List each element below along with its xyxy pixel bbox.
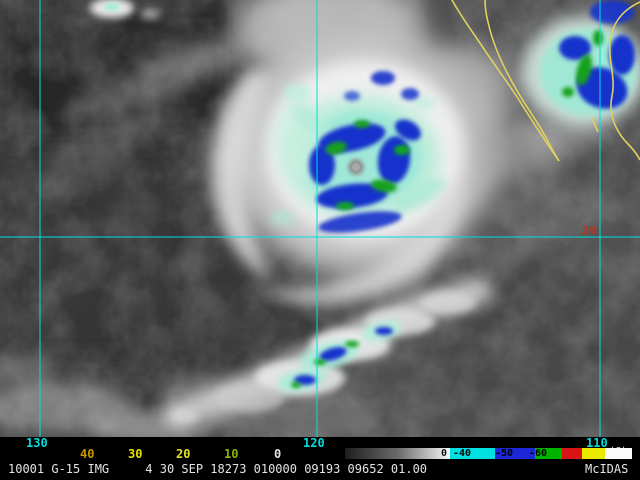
satellite-image-canvas [0, 0, 640, 437]
hurricane-eye [348, 159, 364, 175]
image-info-text: 10001 G-15 IMG 4 30 SEP 18273 010000 091… [8, 462, 428, 476]
satellite-image: 20 [0, 0, 640, 437]
scale-gray-gradient [345, 448, 450, 459]
longitude-label-110: 110 [586, 436, 608, 450]
scale-tick-m40: -40 [453, 448, 472, 459]
coastline-mainland [608, 1, 640, 161]
scale-segment-red [562, 448, 582, 459]
temp-label-40: 40 [80, 447, 95, 461]
coastline-island [591, 117, 599, 133]
coastline-baja-east [484, 0, 560, 162]
longitude-label-130: 130 [26, 436, 48, 450]
temp-label-10: 10 [224, 447, 239, 461]
temp-label-0: 0 [274, 447, 282, 461]
scale-segment-yellow [582, 448, 605, 459]
southern-rainband [162, 278, 491, 428]
latlon-grid [0, 0, 640, 437]
temp-label-20: 20 [176, 447, 191, 461]
status-bar: 10001 G-15 IMG 4 30 SEP 18273 010000 091… [0, 462, 640, 478]
hurricane-cloud-system [211, 0, 560, 305]
legend-panel: 130 120 110 (C) 40 30 20 10 0 0 -40 -50 … [0, 436, 640, 480]
scale-tick-m50: -50 [495, 448, 514, 459]
temp-label-30: 30 [128, 447, 143, 461]
latitude-label: 20 [582, 224, 598, 237]
scale-segment-blue [495, 448, 535, 459]
color-scale-bar: 0 -40 -50 -60 [345, 448, 632, 459]
scale-tick-0: 0 [441, 448, 448, 459]
scale-tick-m60: -60 [529, 448, 548, 459]
longitude-label-120: 120 [303, 436, 325, 450]
coastline-overlay [451, 0, 640, 162]
scale-segment-green [535, 448, 562, 459]
coastline-baja-west [451, 0, 560, 162]
mcidas-brand: McIDAS [585, 462, 629, 476]
scale-segment-cyan [450, 448, 495, 459]
scale-segment-white [605, 448, 632, 459]
